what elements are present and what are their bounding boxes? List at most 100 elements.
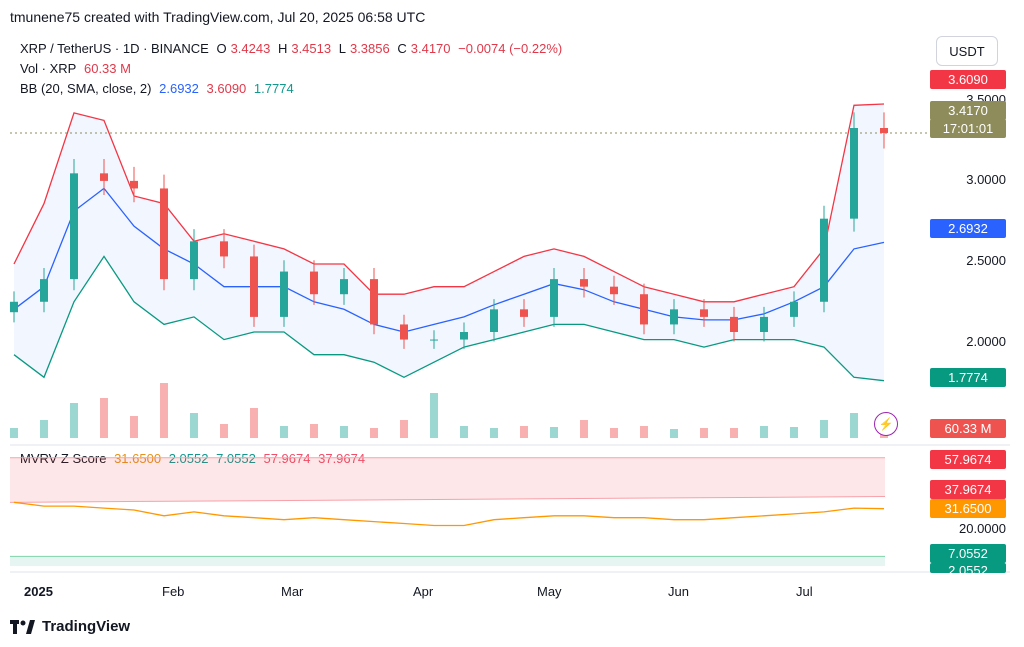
volume-bar — [130, 416, 138, 438]
mvrv-green-upper-tag: 7.0552 — [930, 544, 1006, 563]
close-value: 3.4170 — [410, 41, 451, 56]
volume-bar — [610, 428, 618, 438]
mvrv-value-1: 31.6500 — [114, 451, 162, 466]
candle-body — [10, 301, 18, 313]
mvrv-upper-tag: 57.9674 — [930, 450, 1006, 469]
candle-body — [460, 332, 468, 340]
volume-bar — [430, 393, 438, 438]
currency-button[interactable]: USDT — [936, 36, 998, 66]
volume-bar — [220, 424, 228, 438]
volume-bar — [850, 413, 858, 438]
bb-mid-value: 2.6932 — [159, 81, 199, 96]
candle-body — [790, 301, 798, 317]
mvrv-value-2: 2.0552 — [168, 451, 209, 466]
mvrv-green-lower-tag: 2.0552 — [930, 563, 1006, 573]
candle-body — [340, 279, 348, 295]
mvrv-value-5: 37.9674 — [318, 451, 366, 466]
volume-bar — [160, 383, 168, 438]
mvrv-lower-band-line — [9, 496, 886, 503]
volume-value: 60.33 M — [83, 61, 131, 76]
candle-body — [880, 128, 888, 133]
candle-body — [310, 271, 318, 295]
time-label-apr: Apr — [413, 584, 434, 599]
change-value: −0.0074 (−0.22%) — [458, 41, 563, 56]
volume-bar — [520, 426, 528, 438]
volume-bar — [70, 403, 78, 438]
bb-lower-tag: 1.7774 — [930, 368, 1006, 387]
time-label-jul: Jul — [796, 584, 813, 599]
volume-bar — [700, 428, 708, 438]
bb-label: BB (20, SMA, close, 2) — [20, 81, 152, 96]
candle-body — [490, 309, 498, 332]
volume-bar — [760, 426, 768, 438]
candle-body — [550, 279, 558, 317]
volume-bar — [310, 424, 318, 438]
volume-bar — [10, 428, 18, 438]
volume-legend: Vol · XRP 60.33 M — [20, 61, 135, 76]
price-tick-2-5: 2.5000 — [966, 253, 1006, 268]
candle-body — [640, 294, 648, 325]
chart-author-header: tmunene75 created with TradingView.com, … — [10, 9, 426, 25]
time-label-may: May — [537, 584, 562, 599]
lightning-icon[interactable]: ⚡ — [874, 412, 898, 436]
candle-body — [250, 256, 258, 317]
mvrv-label: MVRV Z Score — [20, 451, 107, 466]
mvrv-legend: MVRV Z Score 31.6500 2.0552 7.0552 57.96… — [20, 451, 369, 466]
open-value: 3.4243 — [230, 41, 271, 56]
candle-body — [850, 128, 858, 219]
candle-body — [760, 316, 768, 332]
low-label: L — [338, 41, 346, 56]
volume-bar — [370, 428, 378, 438]
bb-upper-line — [13, 103, 885, 303]
volume-pane — [10, 383, 888, 438]
volume-bar — [820, 420, 828, 438]
mvrv-value-tag: 31.6500 — [930, 499, 1006, 518]
high-value: 3.4513 — [291, 41, 332, 56]
bb-lower-line — [13, 255, 885, 382]
volume-bar — [250, 408, 258, 438]
tradingview-logo[interactable]: TradingView — [10, 618, 130, 635]
candle-body — [700, 309, 708, 317]
volume-bar — [400, 420, 408, 438]
mvrv-lower-band-tag: 37.9674 — [930, 480, 1006, 499]
close-label: C — [397, 41, 407, 56]
candle-body — [820, 218, 828, 302]
price-tick-3-0: 3.0000 — [966, 172, 1006, 187]
candle-body — [400, 324, 408, 340]
bb-mid-line — [13, 187, 885, 333]
candle-body — [730, 316, 738, 332]
time-label-jun: Jun — [668, 584, 689, 599]
candle-body — [280, 271, 288, 317]
symbol-name: XRP / TetherUS · 1D · BINANCE — [20, 41, 209, 56]
volume-bar — [730, 428, 738, 438]
candle-body — [40, 279, 48, 302]
volume-bar — [790, 427, 798, 438]
volume-bar — [490, 428, 498, 438]
time-label-mar: Mar — [281, 584, 304, 599]
time-label-feb: Feb — [162, 584, 185, 599]
volume-label: Vol · XRP — [20, 61, 77, 76]
mvrv-green-band — [10, 556, 885, 567]
mvrv-red-band — [10, 457, 885, 503]
candle-body — [160, 188, 168, 280]
high-label: H — [277, 41, 288, 56]
mvrv-value-4: 57.9674 — [263, 451, 311, 466]
candle-body — [670, 309, 678, 325]
volume-bar — [40, 420, 48, 438]
open-label: O — [216, 41, 227, 56]
volume-bar — [640, 426, 648, 438]
candle-body — [100, 173, 108, 181]
low-value: 3.3856 — [349, 41, 390, 56]
mvrv-pane — [9, 457, 886, 567]
candle-body — [580, 279, 588, 287]
candle-body — [430, 339, 438, 341]
price-tick-2-0: 2.0000 — [966, 334, 1006, 349]
bb-legend: BB (20, SMA, close, 2) 2.6932 3.6090 1.7… — [20, 81, 298, 96]
mvrv-line — [13, 501, 885, 527]
volume-tag: 60.33 M — [930, 419, 1006, 438]
last-price-tag: 3.4170 — [930, 101, 1006, 120]
bb-fill — [14, 104, 884, 381]
volume-bar — [670, 429, 678, 438]
